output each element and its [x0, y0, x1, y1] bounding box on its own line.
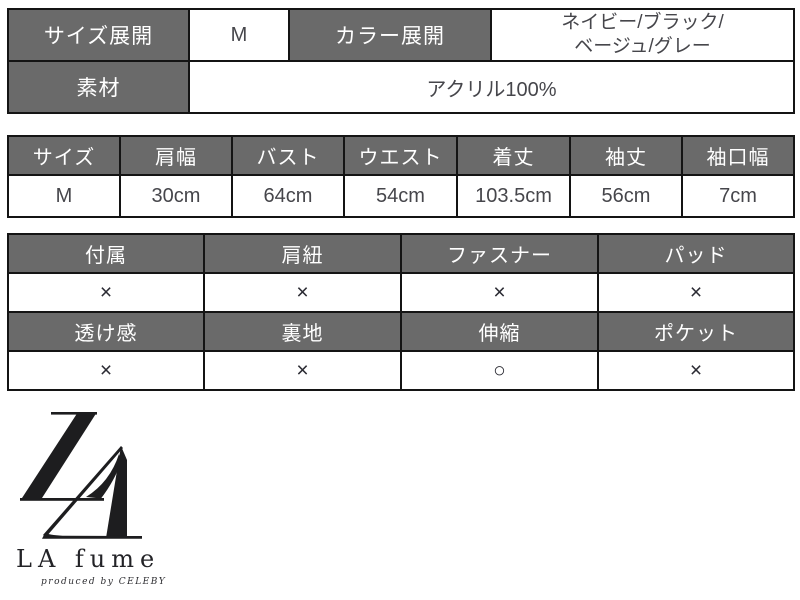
- features-value-row-1: × × × ×: [7, 272, 795, 313]
- la-monogram-logo: [20, 412, 142, 539]
- feature-value-sheerness: ×: [7, 350, 205, 391]
- size-range-value: M: [188, 8, 290, 62]
- feature-header-strap: 肩紐: [203, 233, 402, 274]
- feature-header-lining: 裏地: [203, 311, 402, 352]
- feature-header-pad: パッド: [597, 233, 795, 274]
- feature-header-zipper: ファスナー: [400, 233, 599, 274]
- spec-table: サイズ展開 M カラー展開 ネイビー/ブラック/ ベージュ/グレー 素材 アクリ…: [7, 8, 795, 114]
- spec-row-material: 素材 アクリル100%: [7, 60, 795, 114]
- color-range-label: カラー展開: [288, 8, 492, 62]
- feature-value-pocket: ×: [597, 350, 795, 391]
- cross-mark: ×: [296, 358, 309, 382]
- feature-header-accessory: 付属: [7, 233, 205, 274]
- features-header-row-1: 付属 肩紐 ファスナー パッド: [7, 233, 795, 274]
- material-label: 素材: [7, 60, 190, 114]
- feature-value-strap: ×: [203, 272, 402, 313]
- color-range-line2: ベージュ/グレー: [574, 36, 711, 57]
- cross-mark: ×: [689, 280, 703, 304]
- cross-mark: ×: [296, 280, 309, 304]
- cross-mark: ×: [493, 280, 506, 304]
- features-header-row-2: 透け感 裏地 伸縮 ポケット: [7, 311, 795, 352]
- measurements-table: サイズ 肩幅 バスト ウエスト 着丈 袖丈 袖口幅 M 30cm 64cm 54…: [7, 135, 795, 218]
- value-waist: 54cm: [343, 174, 458, 218]
- logo-a-right-leg: [106, 446, 127, 538]
- color-range-line1: ネイビー/ブラック/: [561, 12, 724, 33]
- col-header-waist: ウエスト: [343, 135, 458, 176]
- circle-mark: ○: [493, 358, 506, 382]
- feature-header-sheerness: 透け感: [7, 311, 205, 352]
- logo-a-baseline: [42, 533, 142, 539]
- value-sleeve: 56cm: [569, 174, 683, 218]
- value-length: 103.5cm: [456, 174, 571, 218]
- features-value-row-2: × × ○ ×: [7, 350, 795, 391]
- col-header-bust: バスト: [231, 135, 345, 176]
- value-size: M: [7, 174, 121, 218]
- logo-l-baseline: [20, 498, 104, 501]
- logo-l-top-serif: [51, 412, 97, 415]
- features-table: 付属 肩紐 ファスナー パッド × × × × 透け感 裏地 伸縮 ポケット ×…: [7, 233, 795, 391]
- col-header-length: 着丈: [456, 135, 571, 176]
- cross-mark: ×: [99, 358, 113, 382]
- value-bust: 64cm: [231, 174, 345, 218]
- color-range-value: ネイビー/ブラック/ ベージュ/グレー: [490, 8, 795, 62]
- feature-value-zipper: ×: [400, 272, 599, 313]
- value-cuff: 7cm: [681, 174, 795, 218]
- col-header-size: サイズ: [7, 135, 121, 176]
- cross-mark: ×: [689, 358, 703, 382]
- value-shoulder: 30cm: [119, 174, 233, 218]
- feature-header-stretch: 伸縮: [400, 311, 599, 352]
- feature-header-pocket: ポケット: [597, 311, 795, 352]
- cross-mark: ×: [99, 280, 113, 304]
- logo-l-stem: [22, 412, 97, 498]
- feature-value-accessory: ×: [7, 272, 205, 313]
- logo-a-left-diagonal: [43, 446, 123, 537]
- feature-value-stretch: ○: [400, 350, 599, 391]
- feature-value-pad: ×: [597, 272, 795, 313]
- col-header-sleeve: 袖丈: [569, 135, 683, 176]
- logo-a-swash: [86, 454, 121, 499]
- brand-name: LA fume: [16, 545, 161, 573]
- col-header-shoulder: 肩幅: [119, 135, 233, 176]
- size-range-label: サイズ展開: [7, 8, 190, 62]
- material-value: アクリル100%: [188, 60, 795, 114]
- spec-row-size-color: サイズ展開 M カラー展開 ネイビー/ブラック/ ベージュ/グレー: [7, 8, 795, 62]
- feature-value-lining: ×: [203, 350, 402, 391]
- col-header-cuff: 袖口幅: [681, 135, 795, 176]
- measurements-header-row: サイズ 肩幅 バスト ウエスト 着丈 袖丈 袖口幅: [7, 135, 795, 176]
- brand-tagline: produced by CELEBY: [41, 577, 167, 587]
- measurements-value-row: M 30cm 64cm 54cm 103.5cm 56cm 7cm: [7, 174, 795, 218]
